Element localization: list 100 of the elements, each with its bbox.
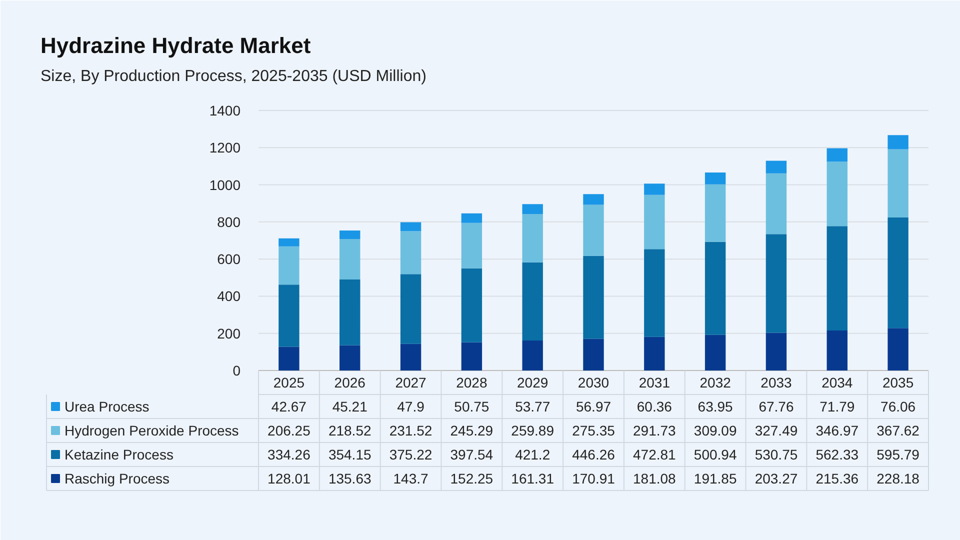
bar [400,274,422,344]
x-tick-label: 2027 [395,374,427,390]
data-label: 446.26 [572,446,616,462]
data-label: 291.73 [633,422,676,438]
bar [340,280,360,346]
data-label: 334.26 [268,446,311,462]
bar [522,204,543,214]
bar [461,342,482,370]
bar [278,346,300,370]
legend-label: Urea Process [64,398,150,414]
data-label: 42.67 [271,398,307,414]
chart-title: Hydrazine Hydrate Market [40,33,312,58]
bar [340,345,360,370]
bar [826,226,848,331]
bar [278,238,300,246]
data-label: 128.01 [268,470,311,486]
y-tick-label: 1200 [209,140,241,156]
data-label: 275.35 [572,422,616,438]
bar [400,222,422,232]
data-label: 45.21 [332,398,368,414]
x-tick-label: 2032 [700,374,732,390]
bar [522,214,543,262]
data-label: 367.62 [876,422,920,438]
bar [522,340,543,370]
bar [644,194,665,250]
data-label: 397.54 [450,446,494,462]
legend-label: Raschig Process [64,470,170,486]
bar [888,149,908,218]
data-label: 472.81 [633,446,676,462]
bar [704,184,726,242]
data-label: 215.36 [816,470,859,486]
data-label: 50.75 [454,398,490,414]
data-label: 500.94 [694,446,737,462]
chart-subtitle: Size, By Production Process, 2025-2035 (USD Million) [40,68,426,85]
bar [340,230,360,239]
data-label: 206.25 [268,422,311,438]
data-label: 375.22 [389,446,432,462]
x-tick-label: 2026 [334,374,366,390]
bar [583,194,604,205]
data-label: 56.97 [576,398,612,414]
bar [400,231,422,274]
data-label: 530.75 [754,446,798,462]
y-tick-label: 600 [217,251,241,268]
data-label: 191.85 [694,470,737,486]
bar [583,338,604,370]
x-tick-label: 2031 [638,374,670,390]
data-label: 245.29 [450,422,494,438]
data-label: 152.25 [450,470,494,486]
data-label: 143.7 [393,470,429,486]
data-label: 562.33 [816,446,859,462]
bar [278,284,300,347]
bar [704,242,726,335]
x-tick-label: 2035 [882,374,914,390]
data-label: 47.9 [397,398,425,414]
data-label: 63.95 [698,398,734,414]
bar [888,217,908,328]
data-label: 170.91 [572,470,616,486]
data-label: 203.27 [754,470,798,486]
data-label: 161.31 [511,470,554,486]
bar [826,148,848,162]
bar [766,160,787,174]
bar [461,213,482,223]
bar [644,336,665,370]
data-label: 218.52 [328,422,372,438]
bar [644,249,665,337]
bar [340,238,360,280]
data-label: 309.09 [694,422,737,438]
x-tick-label: 2029 [517,374,548,390]
data-label: 231.52 [389,422,432,438]
bar [766,173,787,234]
data-label: 259.89 [511,422,554,438]
bar [522,262,543,341]
bar [461,268,482,342]
data-label: 228.18 [876,470,920,486]
bar [766,332,787,370]
x-tick-label: 2028 [456,374,488,390]
y-tick-label: 800 [217,214,241,230]
y-tick-label: 200 [217,325,241,342]
legend-label: Ketazine Process [64,446,174,462]
data-label: 67.76 [758,398,794,414]
bar [704,172,726,184]
data-label: 346.97 [816,422,859,438]
bar [826,330,848,370]
y-tick-label: 400 [217,288,241,304]
bar [888,328,908,370]
bar [826,162,848,226]
x-tick-label: 2025 [273,374,305,390]
bar [704,334,726,370]
bar [766,234,787,333]
data-label: 595.79 [876,446,920,462]
bar [888,135,908,150]
bar [644,184,665,195]
data-label: 71.79 [820,398,855,414]
data-label: 181.08 [633,470,676,486]
data-label: 421.2 [515,446,550,462]
data-label: 76.06 [880,398,916,414]
legend-label: Hydrogen Peroxide Process [64,422,239,438]
x-tick-label: 2033 [760,374,792,390]
data-label: 53.77 [515,398,550,414]
bar [461,222,482,268]
